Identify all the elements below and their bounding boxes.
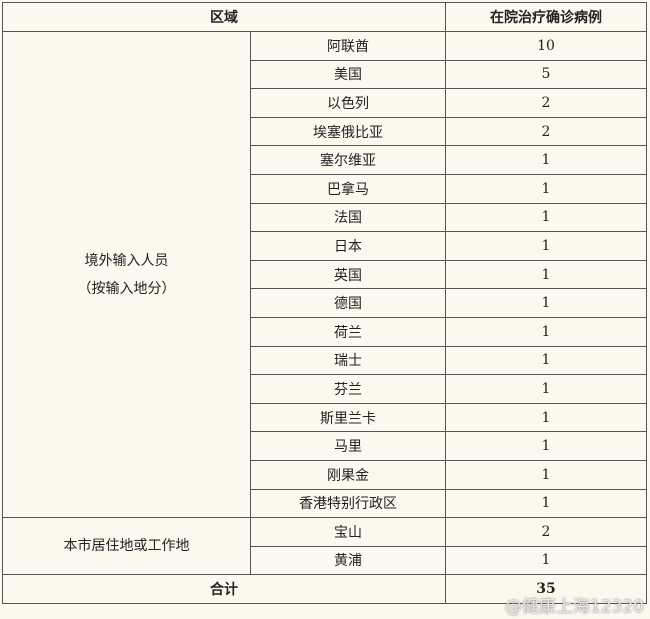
region-cell: 荷兰: [250, 316, 446, 347]
header-cell: 在院治疗确诊病例: [445, 2, 647, 32]
row: 荷兰 1: [3, 316, 647, 347]
header-cell: 区域: [2, 2, 446, 32]
row: 香港特别行政区 1: [3, 488, 647, 519]
count-cell: 2: [445, 517, 647, 547]
region-cell: 阿联酋: [250, 31, 446, 61]
region-cell: 埃塞俄比亚: [250, 116, 446, 147]
row: 马里 1: [3, 431, 647, 461]
region-cell: 塞尔维亚: [250, 145, 446, 175]
count-cell: 2: [445, 116, 647, 147]
count-cell: 1: [445, 316, 647, 347]
row: 境外输入人员 （按输入地分） 阿联酋 10: [2, 30, 647, 519]
watermark: @健康上海12320: [504, 597, 644, 617]
group-label: （按输入地分）: [77, 280, 176, 297]
count-cell: 1: [445, 374, 647, 404]
total-label: 合计: [2, 574, 446, 604]
row: 日本 1: [3, 231, 647, 261]
region-cell: 宝山: [250, 517, 446, 547]
row: 本市居住地或工作地 宝山 2: [2, 517, 647, 576]
group-label: 本市居住地或工作地: [63, 538, 190, 555]
header-row: 区域 在院治疗确诊病例: [2, 2, 647, 32]
region-cell: 马里: [250, 431, 446, 461]
region-cell: 黄浦: [250, 545, 446, 576]
count-cell: 1: [445, 545, 647, 576]
count-cell: 1: [445, 231, 647, 261]
count-cell: 5: [445, 59, 647, 90]
region-cell: 法国: [250, 202, 446, 233]
count-cell: 1: [445, 459, 647, 490]
table-body: 区域 在院治疗确诊病例 境外输入人员 （按输入地分） 阿联酋 10 美国 5 以色列 2 埃塞俄比亚…: [2, 2, 647, 604]
row: 埃塞俄比亚 2: [3, 116, 647, 147]
row: 芬兰 1: [3, 374, 647, 404]
count-cell: 10: [445, 31, 647, 61]
total-value: 35: [445, 574, 647, 604]
count-cell: 1: [445, 345, 647, 376]
count-cell: 1: [445, 488, 647, 519]
row: 刚果金 1: [3, 459, 647, 490]
region-cell: 美国: [250, 59, 446, 90]
row: 德国 1: [3, 288, 647, 318]
count-cell: 1: [445, 173, 647, 204]
region-cell: 英国: [250, 259, 446, 290]
count-cell: 1: [445, 431, 647, 461]
region-cell: 芬兰: [250, 374, 446, 404]
region-cell: 以色列: [250, 88, 446, 118]
region-cell: 斯里兰卡: [250, 402, 446, 433]
group-label: 境外输入人员: [84, 252, 169, 269]
region-cell: 日本: [250, 231, 446, 261]
region-cell: 香港特别行政区: [250, 488, 446, 519]
group-cell: 境外输入人员 （按输入地分）: [2, 30, 251, 519]
row: 美国 5: [3, 59, 647, 90]
table: 区域 在院治疗确诊病例 境外输入人员 （按输入地分） 阿联酋 10 美国 5 以色列 2 埃塞俄比亚…: [2, 2, 647, 604]
region-cell: 瑞士: [250, 345, 446, 376]
count-cell: 1: [445, 259, 647, 290]
count-cell: 1: [445, 202, 647, 233]
row: 英国 1: [3, 259, 647, 290]
region-cell: 刚果金: [250, 459, 446, 490]
count-cell: 1: [445, 288, 647, 318]
region-cell: 巴拿马: [250, 173, 446, 204]
row: 斯里兰卡 1: [3, 402, 647, 433]
count-cell: 1: [445, 402, 647, 433]
total-row: 合计 35: [2, 574, 647, 604]
region-cell: 德国: [250, 288, 446, 318]
row: 瑞士 1: [3, 345, 647, 376]
group-cell: 本市居住地或工作地: [2, 517, 251, 576]
count-cell: 2: [445, 88, 647, 118]
count-cell: 1: [445, 145, 647, 175]
